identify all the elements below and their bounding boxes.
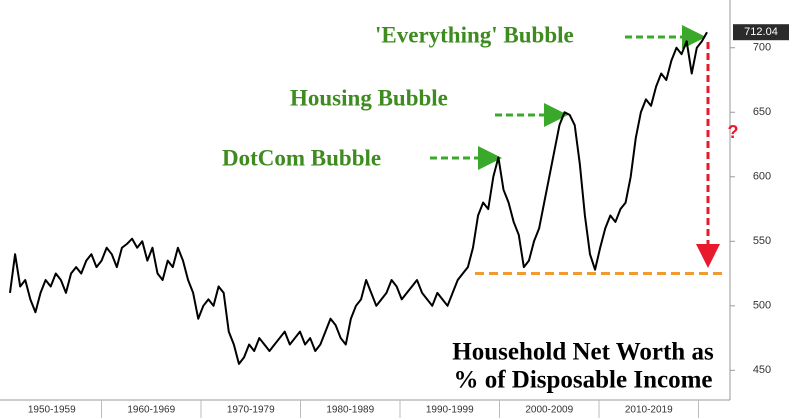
- annotation: ?: [728, 122, 739, 142]
- x-tick-label: 1990-1999: [426, 405, 474, 416]
- annotation: 'Everything' Bubble: [375, 22, 574, 47]
- chart-title: Household Net Worth as: [452, 339, 714, 366]
- x-tick-label: 2010-2019: [625, 405, 673, 416]
- x-tick-label: 2000-2009: [525, 405, 573, 416]
- annotation: Housing Bubble: [290, 85, 448, 110]
- last-value-box: [733, 24, 789, 41]
- last-value-label: 712.04: [744, 26, 778, 38]
- y-tick-label: 450: [753, 364, 771, 376]
- annotation: DotCom Bubble: [222, 145, 381, 170]
- y-tick-label: 500: [753, 300, 771, 312]
- chart-title: % of Disposable Income: [453, 367, 712, 394]
- x-tick-label: 1970-1979: [227, 405, 275, 416]
- y-tick-label: 600: [753, 171, 771, 183]
- x-tick-label: 1950-1959: [28, 405, 76, 416]
- y-tick-label: 650: [753, 106, 771, 118]
- x-tick-label: 1960-1969: [127, 405, 175, 416]
- y-tick-label: 550: [753, 235, 771, 247]
- x-tick-label: 1980-1989: [326, 405, 374, 416]
- line: [9, 31, 708, 365]
- y-tick-label: 700: [753, 42, 771, 54]
